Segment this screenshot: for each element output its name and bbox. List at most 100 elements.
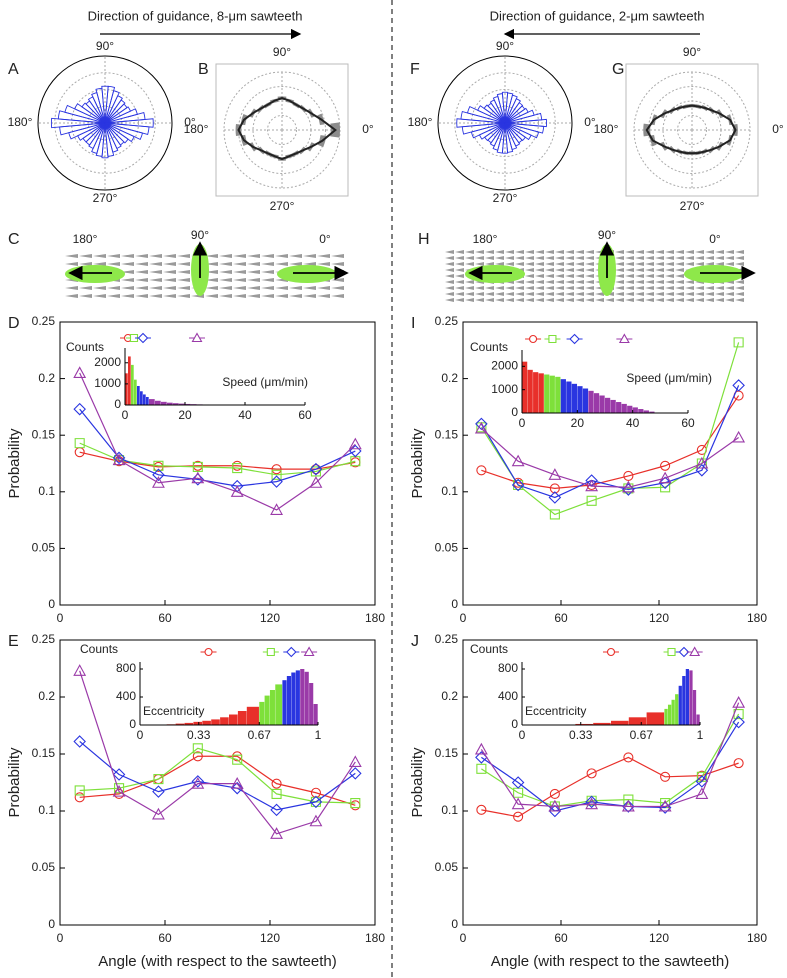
inset-x-tick-label: 40 [238,408,252,422]
inset-x-tick-label: 40 [626,416,640,430]
sawtooth [675,280,684,284]
angle-label: 90° [191,228,209,242]
polar-frame [215,63,349,197]
hist-bar [685,669,690,725]
sawtooth [585,280,594,284]
hist-bar [533,372,539,413]
sawtooth [475,250,484,254]
hist-bar [193,721,202,725]
sawtooth [635,268,644,272]
sawtooth [575,286,584,290]
sawtooth [495,292,504,296]
y-axis-label: Probability [409,747,426,818]
hist-bar [146,396,149,405]
sawtooth [455,292,464,296]
hist-bar [616,402,622,413]
marker [585,795,598,809]
marker [230,776,244,789]
sawtooth [331,278,344,282]
sawtooth [675,292,684,296]
rose-bar [77,122,106,141]
sawtooth [645,274,654,278]
marker [192,461,203,472]
sawtooth [233,254,246,258]
rose-bar [489,99,506,124]
marker [349,767,362,780]
marker [548,804,562,818]
marker [153,460,164,471]
sawtooth [445,262,454,266]
marker [623,470,634,482]
marker [74,438,85,449]
sawtooth [725,286,734,290]
x-tick-label: 60 [554,611,568,625]
rose-bar [461,122,506,135]
sawtooth [645,256,654,260]
sawtooth [149,254,162,258]
sawtooth [655,292,664,296]
sawtooth [455,274,464,278]
sawtooth [695,256,704,260]
angle-tick-label: 0° [362,122,374,136]
sawtooth [545,268,554,272]
sawtooth [485,286,494,290]
marker [474,742,488,755]
sawtooth [289,254,302,258]
inset-y-tick-label: 800 [116,661,136,675]
sawtooth [535,274,544,278]
hist-bar [161,401,167,405]
legend-marker [286,646,297,658]
sawtooth [665,262,674,266]
sawtooth [525,262,534,266]
rose-bar [104,122,150,135]
marker [511,478,525,492]
x-tick-label: 0 [460,611,467,625]
sawtooth [675,256,684,260]
angle-tick-label: 0° [184,115,196,129]
sawtooth [107,262,120,266]
hist-bar [167,402,173,405]
sawtooth [275,254,288,258]
marker [230,485,244,497]
y-tick-label: 0.1 [38,484,55,498]
sawtooth [625,286,634,290]
sawtooth [695,250,704,254]
sawtooth [525,274,534,278]
sawtooth [317,254,330,258]
sawtooth [645,298,654,302]
marker [348,437,362,450]
sawtooth [515,256,524,260]
inset-x-tick-label: 0 [519,416,526,430]
sawtooth [715,250,724,254]
sawtooth [233,294,246,298]
sawtooth [545,292,554,296]
rose-bar [59,122,106,136]
sawtooth [163,270,176,274]
inset-x-tick-label: 60 [681,416,695,430]
sawtooth [585,286,594,290]
polar-outline [37,55,173,191]
hist-bar [593,722,611,725]
rose-bar [504,112,543,124]
sawtooth [525,286,534,290]
inset-y-tick-label: 2000 [491,359,518,373]
series-line [481,756,739,818]
sawtooth [565,274,574,278]
sawtooth [575,280,584,284]
inset-x-tick-label: 20 [571,416,585,430]
sawtooth [635,256,644,260]
sawtooth [455,298,464,302]
y-tick-label: 0.2 [38,371,55,385]
panel-label: C [8,231,20,248]
sawtooth [645,262,654,266]
sawtooth [445,268,454,272]
sawtooth [121,286,134,290]
cell [465,265,525,283]
sawtooth [645,268,654,272]
sawtooth [645,286,654,290]
sawtooth [725,262,734,266]
marker [350,797,361,809]
sawtooth [695,292,704,296]
sawtooth [445,280,454,284]
sawtooth [675,286,684,290]
